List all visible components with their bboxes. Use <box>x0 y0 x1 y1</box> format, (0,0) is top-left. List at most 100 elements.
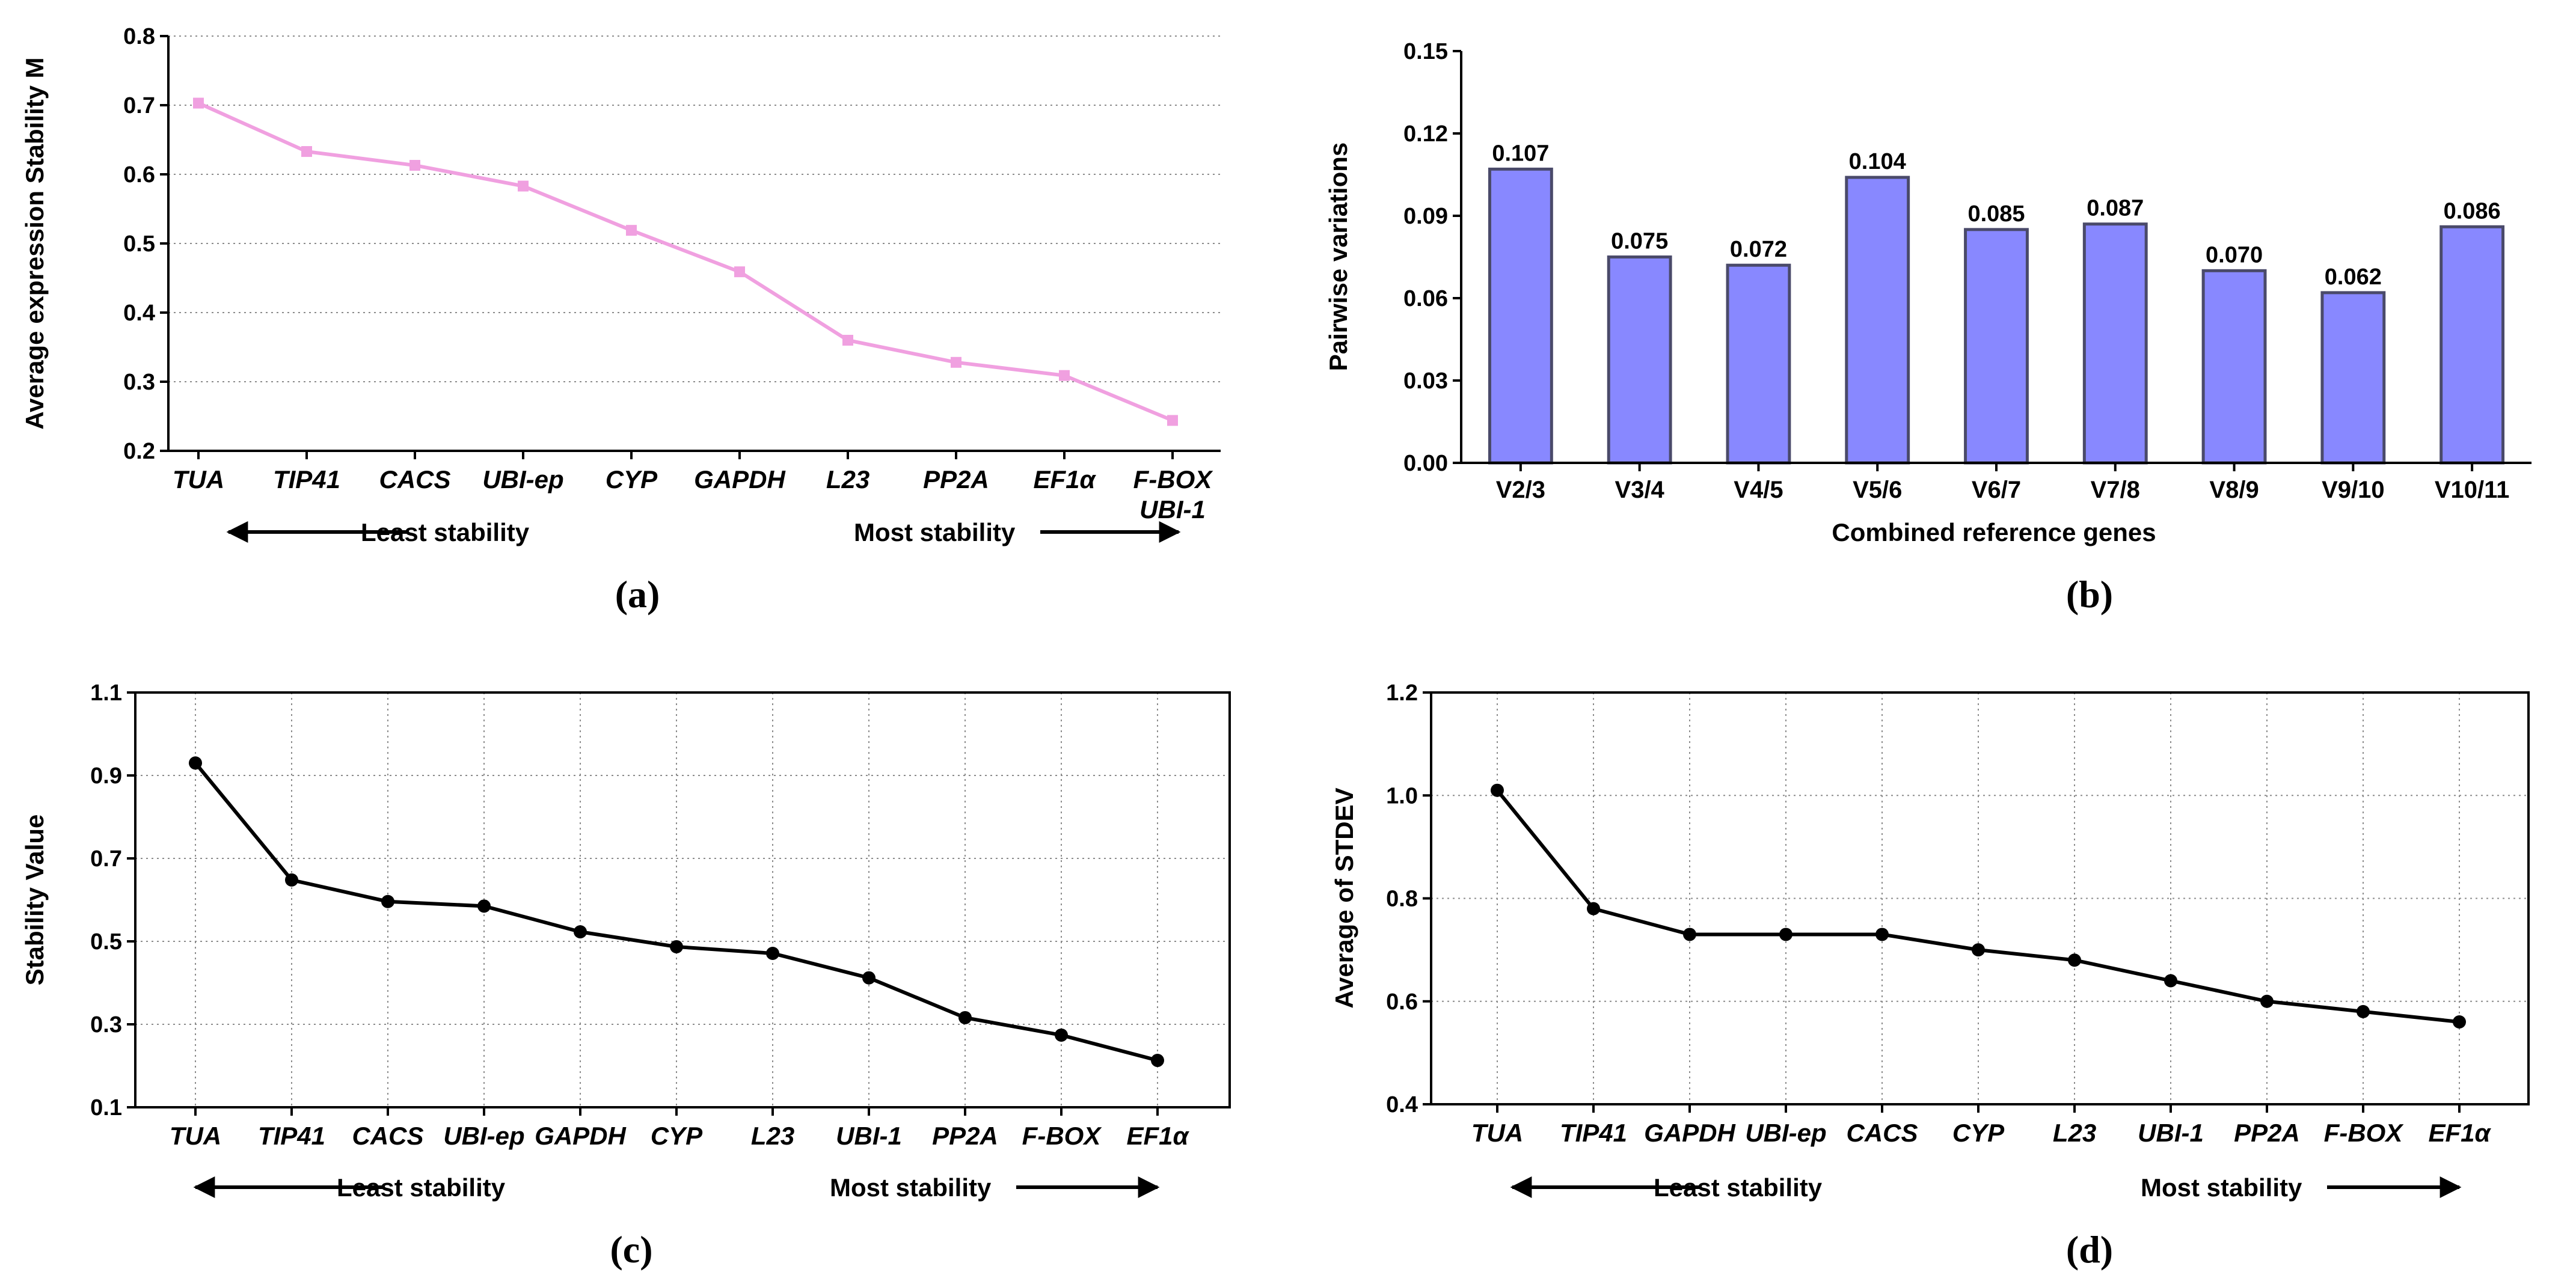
panel-c-ytick-label: 0.7 <box>90 846 122 872</box>
panel-a-ytick-label: 0.5 <box>123 231 155 257</box>
panel-d-label: (d) <box>2066 1228 2113 1271</box>
panel-c-xtick-label: EF1α <box>1126 1122 1189 1150</box>
panel-c-point <box>1055 1028 1068 1042</box>
panel-b-xtick-label: V7/8 <box>2091 477 2140 503</box>
panel-a-ytick-label: 0.6 <box>123 162 155 188</box>
panel-b-bar <box>1607 255 1672 465</box>
panel-d-chart: 0.4 0.6 0.8 1.0 1.2 TUA TIP41 GAPDH UBI-ep CACS C… <box>1330 680 2530 1271</box>
panel-a-series-line <box>197 101 1174 423</box>
panel-b-data-label: 0.104 <box>1849 149 1906 174</box>
panel-a-point <box>518 180 529 192</box>
panel-d-arrow-left-label: Least stability <box>1654 1173 1823 1202</box>
panel-b-xtick-label: V9/10 <box>2322 477 2385 503</box>
panel-b-bar <box>2082 222 2148 465</box>
panel-b-chart: 0.107 0.075 0.072 0.104 0.085 0.087 0.070 0.062… <box>1324 39 2532 616</box>
panel-c-ytick-label: 0.9 <box>90 763 122 789</box>
panel-a-xtick-label: F-BOX <box>1133 465 1214 494</box>
panel-c-point <box>670 940 683 953</box>
panel-c-xtick-label: CYP <box>651 1122 703 1150</box>
panel-d-ytick-label: 1.2 <box>1386 680 1418 706</box>
panel-c-point <box>574 925 587 939</box>
panel-a-point <box>951 356 961 368</box>
panel-a-point <box>193 97 204 109</box>
panel-a-point <box>301 146 312 157</box>
panel-b-data-label: 0.075 <box>1611 229 1668 254</box>
panel-a-xtick-label: L23 <box>826 465 869 494</box>
panel-c-xtick-label: GAPDH <box>535 1122 627 1150</box>
panel-c-point <box>1151 1054 1164 1068</box>
panel-c-xtick-label: TIP41 <box>258 1122 325 1150</box>
panel-c-ytick-label: 0.3 <box>90 1012 122 1038</box>
panel-a-xtick-label: TIP41 <box>273 465 340 494</box>
panel-a-xtick-label: GAPDH <box>694 465 786 494</box>
panel-a-label: (a) <box>615 573 660 616</box>
panel-c-point <box>958 1010 972 1024</box>
panel-d-point <box>1972 943 1985 957</box>
panel-d-xtick-label: CYP <box>1952 1119 2005 1147</box>
panel-c-point <box>189 756 202 770</box>
panel-c-point <box>862 971 876 985</box>
panel-d-point <box>1779 928 1792 941</box>
panel-b-bar <box>2440 225 2505 465</box>
panel-d-xtick-label: UBI-ep <box>1745 1119 1826 1147</box>
panel-b-bar <box>2201 269 2267 465</box>
panel-d-ylabel: Average of STDEV <box>1330 787 1358 1008</box>
panel-b-ytick-label: 0.06 <box>1403 286 1448 311</box>
panel-c-point <box>381 894 394 908</box>
panel-a-point <box>626 225 637 236</box>
panel-a-ytick-label: 0.3 <box>123 370 155 395</box>
panel-d-point <box>2260 994 2274 1008</box>
panel-b-data-label: 0.087 <box>2087 196 2144 221</box>
panel-b-xtick-label: V2/3 <box>1496 477 1545 503</box>
panel-a-chart: 0.2 0.3 0.4 0.5 0.6 0.7 0.8 TUA TIP41 CACS UBI-ep… <box>20 24 1221 616</box>
panel-d-xtick-label: TUA <box>1471 1119 1523 1147</box>
panel-d-point <box>2164 974 2177 988</box>
panel-a-xtick-label-line2: UBI-1 <box>1139 495 1206 524</box>
panel-d-point <box>1491 783 1504 797</box>
panel-b-data-label: 0.085 <box>1967 201 2025 227</box>
panel-d-xtick-label: F-BOX <box>2324 1119 2405 1147</box>
panel-b-data-label: 0.107 <box>1492 141 1549 166</box>
panel-c-xtick-label: TUA <box>170 1122 221 1150</box>
panel-c-point <box>766 947 779 961</box>
panel-d-xtick-label: L23 <box>2053 1119 2096 1147</box>
panel-b-bar <box>1845 176 1910 465</box>
panel-c-xtick-label: CACS <box>352 1122 423 1150</box>
panel-c-point <box>477 899 491 913</box>
panel-d-point <box>2068 953 2081 967</box>
panel-a-ytick-label: 0.4 <box>123 301 155 326</box>
panel-b-xtick-label: V8/9 <box>2209 477 2259 503</box>
panel-c-xtick-label: L23 <box>751 1122 794 1150</box>
panel-a-point <box>734 266 745 278</box>
panel-d-ytick-label: 0.6 <box>1386 989 1418 1015</box>
panel-d-point <box>2357 1004 2370 1018</box>
panel-a-point <box>1167 415 1178 426</box>
panel-a-xtick-label: EF1α <box>1033 465 1096 494</box>
panel-b-xtick-label: V6/7 <box>1972 477 2021 503</box>
panel-b-ytick-label: 0.15 <box>1403 39 1448 64</box>
panel-d-xtick-label: PP2A <box>2234 1119 2300 1147</box>
panel-c-ytick-label: 0.5 <box>90 929 122 955</box>
panel-a-arrow-right-label: Most stability <box>854 518 1016 546</box>
panel-b-xtick-label: V3/4 <box>1615 477 1665 503</box>
panel-a-ylabel: Average expression Stability M <box>20 57 49 429</box>
panel-b-data-label: 0.062 <box>2325 264 2382 290</box>
panel-c-label: (c) <box>610 1228 652 1271</box>
panel-c-xtick-label: PP2A <box>932 1122 998 1150</box>
panel-b-bar <box>1726 263 1791 465</box>
panel-d-series-line <box>1495 789 2460 1024</box>
panel-b-ytick-label: 0.00 <box>1403 451 1448 476</box>
panel-c-ytick-label: 0.1 <box>90 1095 122 1120</box>
panel-a-ytick-label: 0.7 <box>123 93 155 118</box>
panel-b-xtick-label: V4/5 <box>1734 477 1783 503</box>
panel-b-bar <box>1964 228 2029 465</box>
panel-b-label: (b) <box>2066 573 2113 616</box>
panel-c-point <box>285 873 298 887</box>
panel-c-xtick-label: UBI-1 <box>836 1122 902 1150</box>
panel-b-ytick-label: 0.03 <box>1403 368 1448 394</box>
panel-a-arrow-left-label: Least stability <box>361 518 530 546</box>
panel-a-xtick-label: CACS <box>379 465 450 494</box>
panel-a-point <box>409 160 420 171</box>
panel-d-ytick-label: 0.8 <box>1386 887 1418 912</box>
